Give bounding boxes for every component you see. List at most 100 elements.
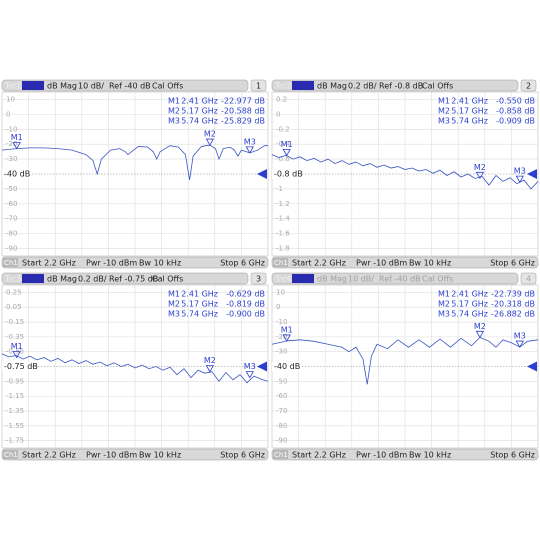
y-tick-label: -0.35 xyxy=(6,333,24,341)
marker-value: -22.977 dB xyxy=(221,97,265,106)
footer-stop: Stop 6 GHz xyxy=(220,259,265,268)
marker-value: -0.858 dB xyxy=(496,107,535,116)
channel-number: 1 xyxy=(256,82,261,91)
y-tick-label: -70 xyxy=(276,407,287,415)
marker-value: -25.829 dB xyxy=(221,117,265,126)
y-tick-label: -1 xyxy=(276,185,283,193)
marker-value: -20.318 dB xyxy=(491,300,535,309)
channel-number: 3 xyxy=(256,275,261,284)
marker-label: M3 xyxy=(514,167,526,176)
trace-format: dB Mag xyxy=(317,82,347,91)
marker xyxy=(12,142,21,150)
marker-label: M1 xyxy=(11,133,23,142)
marker-frequency: 5.74 GHz xyxy=(181,310,218,319)
marker-value: -26.882 dB xyxy=(491,310,535,319)
marker-frequency: 2.41 GHz xyxy=(181,97,218,106)
footer-channel-box xyxy=(3,258,18,267)
footer-stop: Stop 6 GHz xyxy=(490,451,535,460)
y-tick-label: 0.05 xyxy=(6,303,22,311)
trace-param-box xyxy=(292,81,314,90)
marker-name: M1 xyxy=(438,290,450,299)
y-tick-label: -50 xyxy=(276,377,287,385)
marker-label: M1 xyxy=(11,342,23,351)
marker-value: -0.550 dB xyxy=(496,97,535,106)
footer-bandwidth: Bw 10 kHz xyxy=(139,259,181,268)
marker-name: M1 xyxy=(168,290,180,299)
footer-start: Start 2.2 GHz xyxy=(22,259,76,268)
trace-name: Trc1 xyxy=(4,82,21,91)
marker xyxy=(475,330,485,339)
footer-bar xyxy=(1,256,269,269)
trace-param-box xyxy=(22,274,44,283)
marker-name: M1 xyxy=(438,97,450,106)
marker-name: M3 xyxy=(168,310,180,319)
marker-frequency: 2.41 GHz xyxy=(451,290,488,299)
footer-start: Start 2.2 GHz xyxy=(292,259,346,268)
y-tick-label: 0.2 xyxy=(276,95,287,103)
marker xyxy=(205,138,215,146)
y-tick-label: -1.8 xyxy=(276,245,290,253)
ref-label-box xyxy=(272,169,302,179)
footer-channel: Ch1 xyxy=(274,259,288,267)
trace-line xyxy=(271,336,539,385)
y-tick-label: -1.4 xyxy=(276,215,290,223)
channel-number: 2 xyxy=(526,82,531,91)
ref-label-box xyxy=(2,361,32,372)
trace-line xyxy=(271,154,539,190)
ref-label: -40 dB xyxy=(274,362,300,371)
ref-label: -40 dB xyxy=(4,170,30,179)
y-tick-label: -20 xyxy=(6,140,17,148)
marker-label: M3 xyxy=(514,332,526,341)
y-tick-label: 0 xyxy=(6,110,10,118)
marker-label: M2 xyxy=(474,163,486,172)
footer-channel-box xyxy=(3,450,18,459)
marker-name: M2 xyxy=(168,300,180,309)
trace-line xyxy=(1,144,268,181)
marker xyxy=(515,175,524,183)
trace-scale: 10 dB/ xyxy=(78,82,104,91)
trace-scale: 0.2 dB/ xyxy=(348,82,377,91)
footer-bar xyxy=(271,448,539,461)
marker-label: M2 xyxy=(204,130,216,139)
trace-param-box xyxy=(292,274,314,283)
trace-ref: Ref -40 dB xyxy=(379,275,421,284)
ref-label-box xyxy=(2,169,32,179)
footer-start: Start 2.2 GHz xyxy=(292,451,346,460)
header-bar xyxy=(271,79,519,92)
trace-ref: Ref -40 dB xyxy=(109,82,151,91)
trace-param: S22 xyxy=(24,275,39,284)
footer-bandwidth: Bw 10 kHz xyxy=(139,451,181,460)
marker-name: M2 xyxy=(438,107,450,116)
y-tick-label: -0.6 xyxy=(276,155,290,163)
channel-badge xyxy=(250,79,267,92)
marker-value: -22.739 dB xyxy=(491,290,535,299)
marker-name: M3 xyxy=(168,117,180,126)
footer-channel: Ch1 xyxy=(274,451,288,459)
marker-frequency: 5.74 GHz xyxy=(451,310,488,319)
marker-frequency: 2.41 GHz xyxy=(451,97,488,106)
marker xyxy=(282,334,291,342)
ref-label: -0.75 dB xyxy=(4,362,38,371)
trace-scale: 10 dB/ xyxy=(348,275,374,284)
y-tick-label: 10 xyxy=(6,95,15,103)
footer-bar xyxy=(1,448,269,461)
marker-label: M2 xyxy=(204,356,216,365)
trace-ref: Ref -0.8 dB xyxy=(379,82,423,91)
y-tick-label: -50 xyxy=(6,185,17,193)
trace-param: S21 xyxy=(24,82,39,91)
trace-name: Trc3 xyxy=(4,275,21,284)
y-tick-label: -30 xyxy=(276,348,287,356)
trace-format: dB Mag xyxy=(47,275,77,284)
marker-frequency: 5.74 GHz xyxy=(181,117,218,126)
footer-bandwidth: Bw 10 kHz xyxy=(409,451,451,460)
marker xyxy=(245,371,254,379)
y-tick-label: -70 xyxy=(6,215,17,223)
y-tick-label: -0.15 xyxy=(6,318,24,326)
marker-frequency: 5.17 GHz xyxy=(181,300,218,309)
marker-label: M1 xyxy=(281,140,293,149)
marker-name: M1 xyxy=(168,97,180,106)
header-bar xyxy=(1,272,249,285)
trace-name: Trc2 xyxy=(274,82,291,91)
